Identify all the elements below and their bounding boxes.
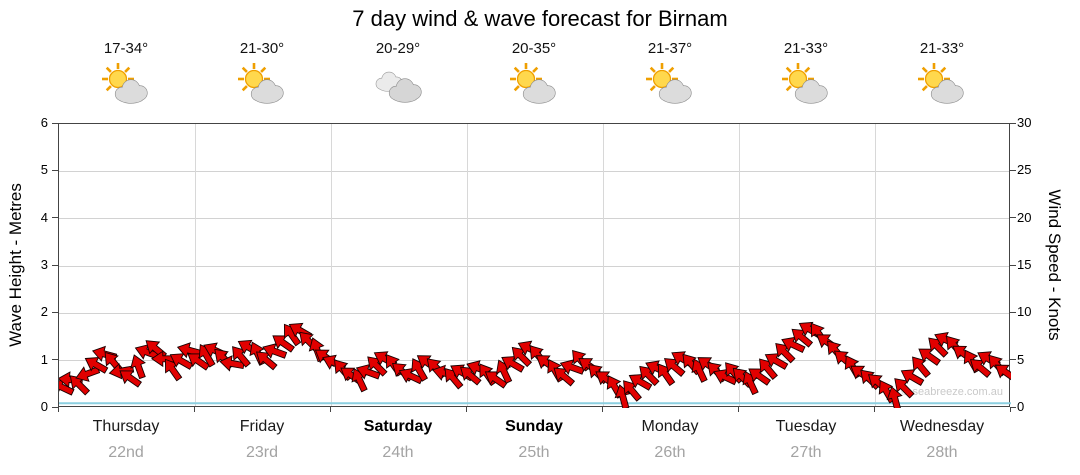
day-name: Friday: [239, 418, 285, 435]
right-axis-tick-mark: [1010, 169, 1016, 171]
weather-icon-partly-cloudy: [914, 62, 970, 112]
day-date: 24th: [382, 444, 414, 461]
x-axis-tick-mark: [193, 407, 195, 412]
right-axis-tick-mark: [1010, 264, 1016, 266]
day-name: Wednesday: [899, 418, 985, 435]
left-axis-tick-mark: [52, 169, 58, 171]
day-temp-range: 21-33°: [783, 40, 829, 57]
x-axis-tick-mark: [465, 407, 467, 412]
gridline-horizontal: [59, 265, 1009, 267]
weather-icon-partly-cloudy: [234, 62, 290, 112]
right-axis-tick-label: 0: [1017, 399, 1025, 414]
wind-arrow: [994, 364, 1011, 382]
right-axis-tick-label: 10: [1017, 304, 1032, 320]
x-axis-tick-mark: [329, 407, 331, 412]
left-axis-tick-label: 4: [40, 209, 48, 225]
wind-arrow: [219, 355, 245, 372]
day-date: 27th: [790, 444, 822, 461]
gridline-day-separator: [738, 124, 740, 406]
left-axis-tick-label: 6: [40, 115, 48, 130]
x-axis-tick-mark: [873, 407, 875, 412]
left-axis-tick-mark: [52, 311, 58, 313]
left-axis-tick-mark: [52, 264, 58, 266]
weather-icon-partly-cloudy: [642, 62, 698, 112]
weather-icon-cloudy: [370, 62, 426, 112]
left-axis-tick-mark: [52, 122, 58, 124]
chart-title: 7 day wind & wave forecast for Birnam: [352, 6, 728, 31]
left-axis-tick-mark: [52, 217, 58, 219]
day-name: Saturday: [363, 418, 433, 435]
gridline-horizontal: [59, 312, 1009, 314]
weather-icon-partly-cloudy: [778, 62, 834, 112]
wind-arrow: [119, 370, 142, 388]
left-axis-tick-label: 5: [40, 162, 48, 178]
day-temp-range: 21-30°: [239, 40, 285, 57]
wind-arrows-layer: [59, 321, 1011, 408]
left-axis-tick-label: 3: [40, 257, 48, 272]
gridline-horizontal: [59, 170, 1009, 172]
x-axis-tick-mark: [601, 407, 603, 412]
gridline-horizontal: [59, 218, 1009, 220]
wind-arrow: [84, 356, 109, 374]
right-axis-tick-mark: [1010, 122, 1016, 124]
day-temp-range: 21-33°: [919, 40, 965, 57]
day-name: Sunday: [505, 418, 563, 435]
gridline-day-separator: [466, 124, 468, 406]
x-axis-tick-mark: [1009, 407, 1011, 412]
day-date: 25th: [518, 444, 550, 461]
weather-icon-partly-cloudy: [506, 62, 562, 112]
day-date: 28th: [926, 444, 958, 461]
day-date: 22nd: [108, 444, 144, 461]
wind-arrow: [130, 354, 146, 380]
right-axis-tick-mark: [1010, 406, 1016, 408]
right-axis-tick-label: 5: [1017, 351, 1025, 367]
left-axis-tick-mark: [52, 406, 58, 408]
gridline-day-separator: [194, 124, 196, 406]
day-date: 23rd: [245, 444, 279, 461]
wind-arrow: [262, 343, 288, 359]
day-name: Thursday: [92, 418, 160, 435]
right-axis-tick-mark: [1010, 217, 1016, 219]
right-axis-tick-mark: [1010, 311, 1016, 313]
right-axis-tick-mark: [1010, 359, 1016, 361]
left-axis-tick-label: 0: [40, 399, 48, 414]
left-axis-tick-label: 2: [40, 304, 48, 320]
day-name: Tuesday: [775, 418, 837, 435]
day-date: 26th: [654, 444, 686, 461]
day-temp-range: 20-29°: [375, 40, 421, 57]
day-name: Monday: [641, 418, 699, 435]
watermark: © seabreeze.com.au: [901, 386, 1003, 398]
x-axis-tick-mark: [737, 407, 739, 412]
day-temp-range: 17-34°: [103, 40, 149, 57]
left-axis-tick-mark: [52, 359, 58, 361]
right-axis-tick-label: 25: [1017, 162, 1032, 178]
right-axis-tick-label: 15: [1017, 257, 1032, 272]
wind-arrow: [886, 386, 903, 408]
plot-area: © seabreeze.com.au: [58, 123, 1011, 408]
wind-arrow: [912, 356, 931, 379]
right-axis-tick-label: 30: [1017, 115, 1032, 130]
left-axis-tick-label: 1: [40, 351, 48, 367]
day-temp-range: 21-37°: [647, 40, 693, 57]
wind-arrow: [59, 371, 84, 388]
gridline-day-separator: [602, 124, 604, 406]
right-axis-tick-label: 20: [1017, 209, 1032, 225]
x-axis-tick-mark: [57, 407, 59, 412]
gridline-day-separator: [330, 124, 332, 406]
day-temp-range: 20-35°: [511, 40, 557, 57]
weather-icon-partly-cloudy: [98, 62, 154, 112]
gridline-horizontal: [59, 360, 1009, 362]
gridline-day-separator: [874, 124, 876, 406]
